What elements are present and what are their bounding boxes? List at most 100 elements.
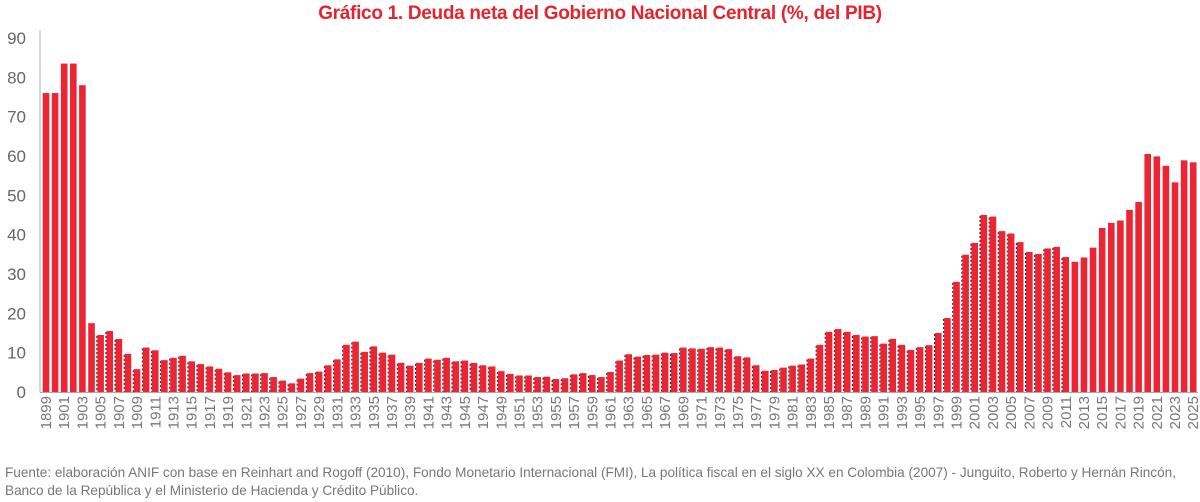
x-tick-label: 1993 [894,396,911,429]
bar-2018 [1126,209,1133,392]
bar-1990 [871,336,878,392]
x-tick-label: 1957 [566,396,583,429]
bar-1954 [543,376,551,392]
bar-1970 [689,348,696,392]
bar-1972 [707,347,714,392]
bar-1950 [507,373,514,392]
bar-1966 [652,354,660,392]
x-tick-label: 1931 [329,396,346,429]
bar-2014 [1089,247,1097,392]
bar-1962 [616,360,623,392]
bar-1955 [552,379,560,392]
bar-2012 [1071,261,1079,392]
bar-1991 [880,343,887,392]
x-tick-label: 1923 [257,396,274,429]
bar-1941 [425,358,432,392]
x-tick-label: 1979 [766,396,783,429]
x-tick-label: 2017 [1112,396,1129,429]
x-tick-label: 2011 [1058,396,1075,428]
y-tick-label: 30 [7,265,26,284]
x-tick-label: 1935 [366,396,383,429]
y-tick-label: 90 [7,29,26,48]
bar-1978 [761,370,769,392]
bar-1910 [142,347,150,392]
bar-1917 [206,366,214,392]
x-tick-label: 2007 [1021,396,1038,429]
bar-1983 [807,358,815,392]
x-tick-label: 1981 [785,396,802,429]
bar-1979 [771,369,778,392]
bar-2019 [1135,202,1142,392]
bar-1901 [60,63,68,393]
bar-1951 [516,375,523,392]
x-tick-label: 1995 [912,396,929,429]
y-tick-label: 20 [7,304,26,323]
bar-2023 [1171,182,1179,392]
bar-2011 [1062,257,1070,392]
x-tick-label: 2013 [1076,396,1093,429]
bar-2022 [1162,165,1170,392]
bar-2004 [998,231,1006,392]
x-tick-label: 1989 [857,396,874,429]
bar-1913 [170,357,177,392]
x-tick-label: 2023 [1167,396,1184,429]
bar-1993 [898,344,906,392]
bar-1905 [97,334,104,392]
x-tick-label: 2015 [1094,396,1111,429]
x-tick-label: 1917 [202,396,219,429]
bar-1916 [197,364,205,392]
bar-2001 [971,242,979,392]
bar-1969 [680,347,687,392]
x-tick-label: 1959 [584,396,601,429]
x-tick-label: 1929 [311,396,328,429]
bar-1981 [789,365,796,392]
bar-1947 [479,365,487,392]
bar-1928 [306,373,314,392]
bar-1999 [953,281,960,392]
bar-1988 [853,334,860,392]
bar-1921 [243,373,250,392]
bar-1996 [925,345,933,392]
bar-1918 [215,368,223,392]
x-tick-label: 1945 [457,396,474,429]
bar-2013 [1080,257,1088,392]
bar-2025 [1189,162,1197,392]
x-tick-label: 1909 [129,396,146,429]
bar-1986 [834,329,842,392]
bar-1965 [643,355,651,392]
bar-1984 [816,344,824,392]
y-tick-label: 10 [7,344,26,363]
x-tick-label: 1903 [74,396,91,429]
bar-1945 [461,360,469,392]
x-tick-label: 1977 [748,396,765,429]
bar-2003 [989,216,997,392]
x-tick-label: 2009 [1040,396,1057,429]
x-tick-label: 1919 [220,396,237,429]
y-tick-label: 80 [7,68,26,87]
x-tick-label: 2021 [1149,396,1166,429]
x-tick-label: 1973 [712,396,729,429]
bar-2005 [1007,233,1015,392]
bar-1963 [625,354,633,392]
x-tick-label: 1941 [420,396,437,429]
bar-1915 [188,361,195,392]
bar-1958 [579,373,587,392]
bar-2009 [1044,248,1051,392]
x-tick-label: 1997 [930,396,947,429]
bar-1998 [944,318,951,392]
bar-1933 [352,341,359,392]
x-tick-label: 1953 [530,396,547,429]
bar-1925 [279,380,287,392]
x-tick-label: 2003 [985,396,1002,429]
bar-1907 [115,338,123,392]
bar-1959 [589,375,596,392]
bar-1977 [752,365,760,392]
bar-1937 [388,354,396,392]
x-tick-label: 1983 [803,396,820,429]
x-tick-label: 1913 [165,396,182,429]
bar-1940 [416,362,423,392]
bar-1903 [79,85,86,392]
bar-1936 [379,352,387,392]
bar-1948 [488,366,496,392]
